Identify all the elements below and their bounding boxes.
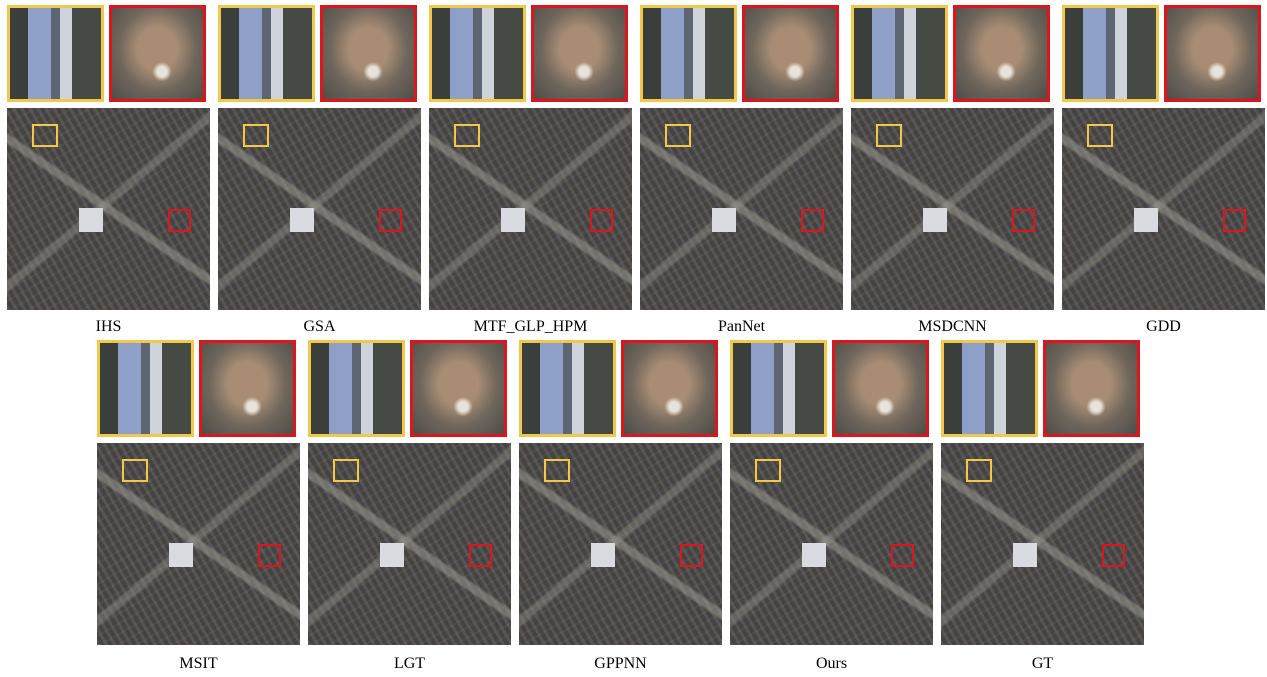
zoom-red [621,340,718,437]
satellite-image [1062,108,1265,310]
building [79,208,103,232]
roi-red [801,209,824,232]
satellite-image [851,108,1054,310]
roi-red [891,544,914,567]
roi-yellow [755,459,781,482]
method-label: GT [941,655,1144,673]
roi-yellow [243,124,269,147]
building [290,208,314,232]
roi-yellow [333,459,359,482]
zoom-yellow [308,340,405,437]
roi-red [1223,209,1246,232]
zoom-red [832,340,929,437]
method-label: GPPNN [519,655,722,673]
result-panel [941,340,1144,645]
zoom-yellow [1062,5,1159,102]
roi-red [469,544,492,567]
result-panel [308,340,511,645]
roi-yellow [122,459,148,482]
satellite-image [97,443,300,645]
roi-red [680,544,703,567]
building [169,543,193,567]
zoom-red [953,5,1050,102]
roi-red [1102,544,1125,567]
result-panel [429,5,632,310]
method-label: IHS [7,318,210,336]
roi-yellow [1087,124,1113,147]
zoom-yellow [519,340,616,437]
zoom-red [109,5,206,102]
zoom-yellow [7,5,104,102]
method-label: MSDCNN [851,318,1054,336]
zoom-red [1043,340,1140,437]
satellite-image [640,108,843,310]
result-panel [640,5,843,310]
roi-red [168,209,191,232]
result-panel [1062,5,1265,310]
zoom-yellow [218,5,315,102]
roi-red [590,209,613,232]
roi-yellow [544,459,570,482]
zoom-red [199,340,296,437]
building [802,543,826,567]
roi-yellow [32,124,58,147]
building [1134,208,1158,232]
zoom-yellow [730,340,827,437]
zoom-yellow [429,5,526,102]
building [1013,543,1037,567]
result-panel [218,5,421,310]
roi-yellow [966,459,992,482]
figure: IHS GSA MTF_GLP_HPM PanNet MSDCNN GDD MSIT LGT G… [0,0,1267,677]
roi-yellow [454,124,480,147]
method-label: MTF_GLP_HPM [429,318,632,336]
zoom-yellow [97,340,194,437]
roi-yellow [876,124,902,147]
zoom-red [1164,5,1261,102]
method-label: Ours [730,655,933,673]
zoom-yellow [640,5,737,102]
building [501,208,525,232]
roi-red [1012,209,1035,232]
roi-red [258,544,281,567]
building [712,208,736,232]
zoom-yellow [941,340,1038,437]
zoom-red [742,5,839,102]
satellite-image [519,443,722,645]
method-label: PanNet [640,318,843,336]
result-panel [97,340,300,645]
method-label: MSIT [97,655,300,673]
method-label: GDD [1062,318,1265,336]
zoom-red [531,5,628,102]
method-label: GSA [218,318,421,336]
result-panel [519,340,722,645]
satellite-image [218,108,421,310]
satellite-image [308,443,511,645]
satellite-image [7,108,210,310]
zoom-red [320,5,417,102]
building [380,543,404,567]
result-panel [7,5,210,310]
roi-yellow [665,124,691,147]
zoom-red [410,340,507,437]
building [923,208,947,232]
roi-red [379,209,402,232]
satellite-image [941,443,1144,645]
zoom-yellow [851,5,948,102]
result-panel [730,340,933,645]
building [591,543,615,567]
result-panel [851,5,1054,310]
method-label: LGT [308,655,511,673]
satellite-image [429,108,632,310]
satellite-image [730,443,933,645]
